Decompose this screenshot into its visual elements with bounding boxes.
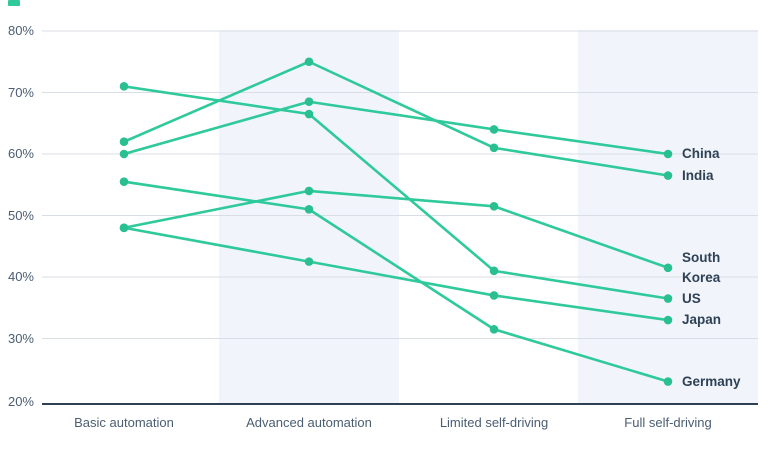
column-highlight-band [219,30,399,404]
column-highlight-band [578,30,758,404]
data-point-us [489,266,499,276]
data-point-south-korea [304,186,314,196]
data-point-india [489,143,499,153]
data-point-germany [489,324,499,334]
series-label-south-korea: South Korea [682,249,721,285]
data-point-china [663,149,673,159]
data-point-china [304,97,314,107]
y-tick-label: 20% [7,394,34,409]
series-line-germany [122,180,670,383]
y-tick-label: 80% [7,23,34,38]
x-tick-label: Advanced automation [246,415,372,430]
y-tick-label: 40% [7,269,34,284]
data-point-japan [489,291,499,300]
x-tick-label: Limited self-driving [439,415,549,430]
series-label-germany: Germany [682,373,741,389]
data-point-us [304,109,314,119]
data-point-japan [119,223,129,233]
data-point-us [119,82,129,91]
data-point-japan [663,315,673,325]
data-point-china [489,125,499,134]
series-line-china [122,100,670,156]
series-line-us [122,85,670,300]
x-tick-label: Full self-driving [624,415,712,430]
data-point-japan [304,257,314,266]
x-tick-label: Basic automation [74,415,174,430]
series-line-japan [122,226,670,322]
data-point-germany [304,205,314,214]
data-point-south-korea [663,263,673,273]
y-tick-label: 60% [7,146,34,161]
data-point-india [663,171,673,180]
series-label-us: US [682,290,701,306]
brand-mark [8,0,20,6]
y-tick-label: 50% [7,207,34,223]
data-point-china [119,149,129,159]
y-tick-label: 70% [7,84,34,100]
data-point-germany [663,377,673,386]
y-tick-label: 30% [7,330,34,346]
data-point-india [119,137,129,146]
series-label-japan: Japan [682,312,722,328]
data-point-us [663,294,673,303]
data-point-india [304,57,314,67]
data-point-south-korea [489,201,499,211]
series-label-china: China [682,146,720,161]
series-label-india: India [682,167,714,183]
series-line-south-korea [122,189,670,270]
series-line-india [122,60,670,177]
data-point-germany [119,177,129,186]
